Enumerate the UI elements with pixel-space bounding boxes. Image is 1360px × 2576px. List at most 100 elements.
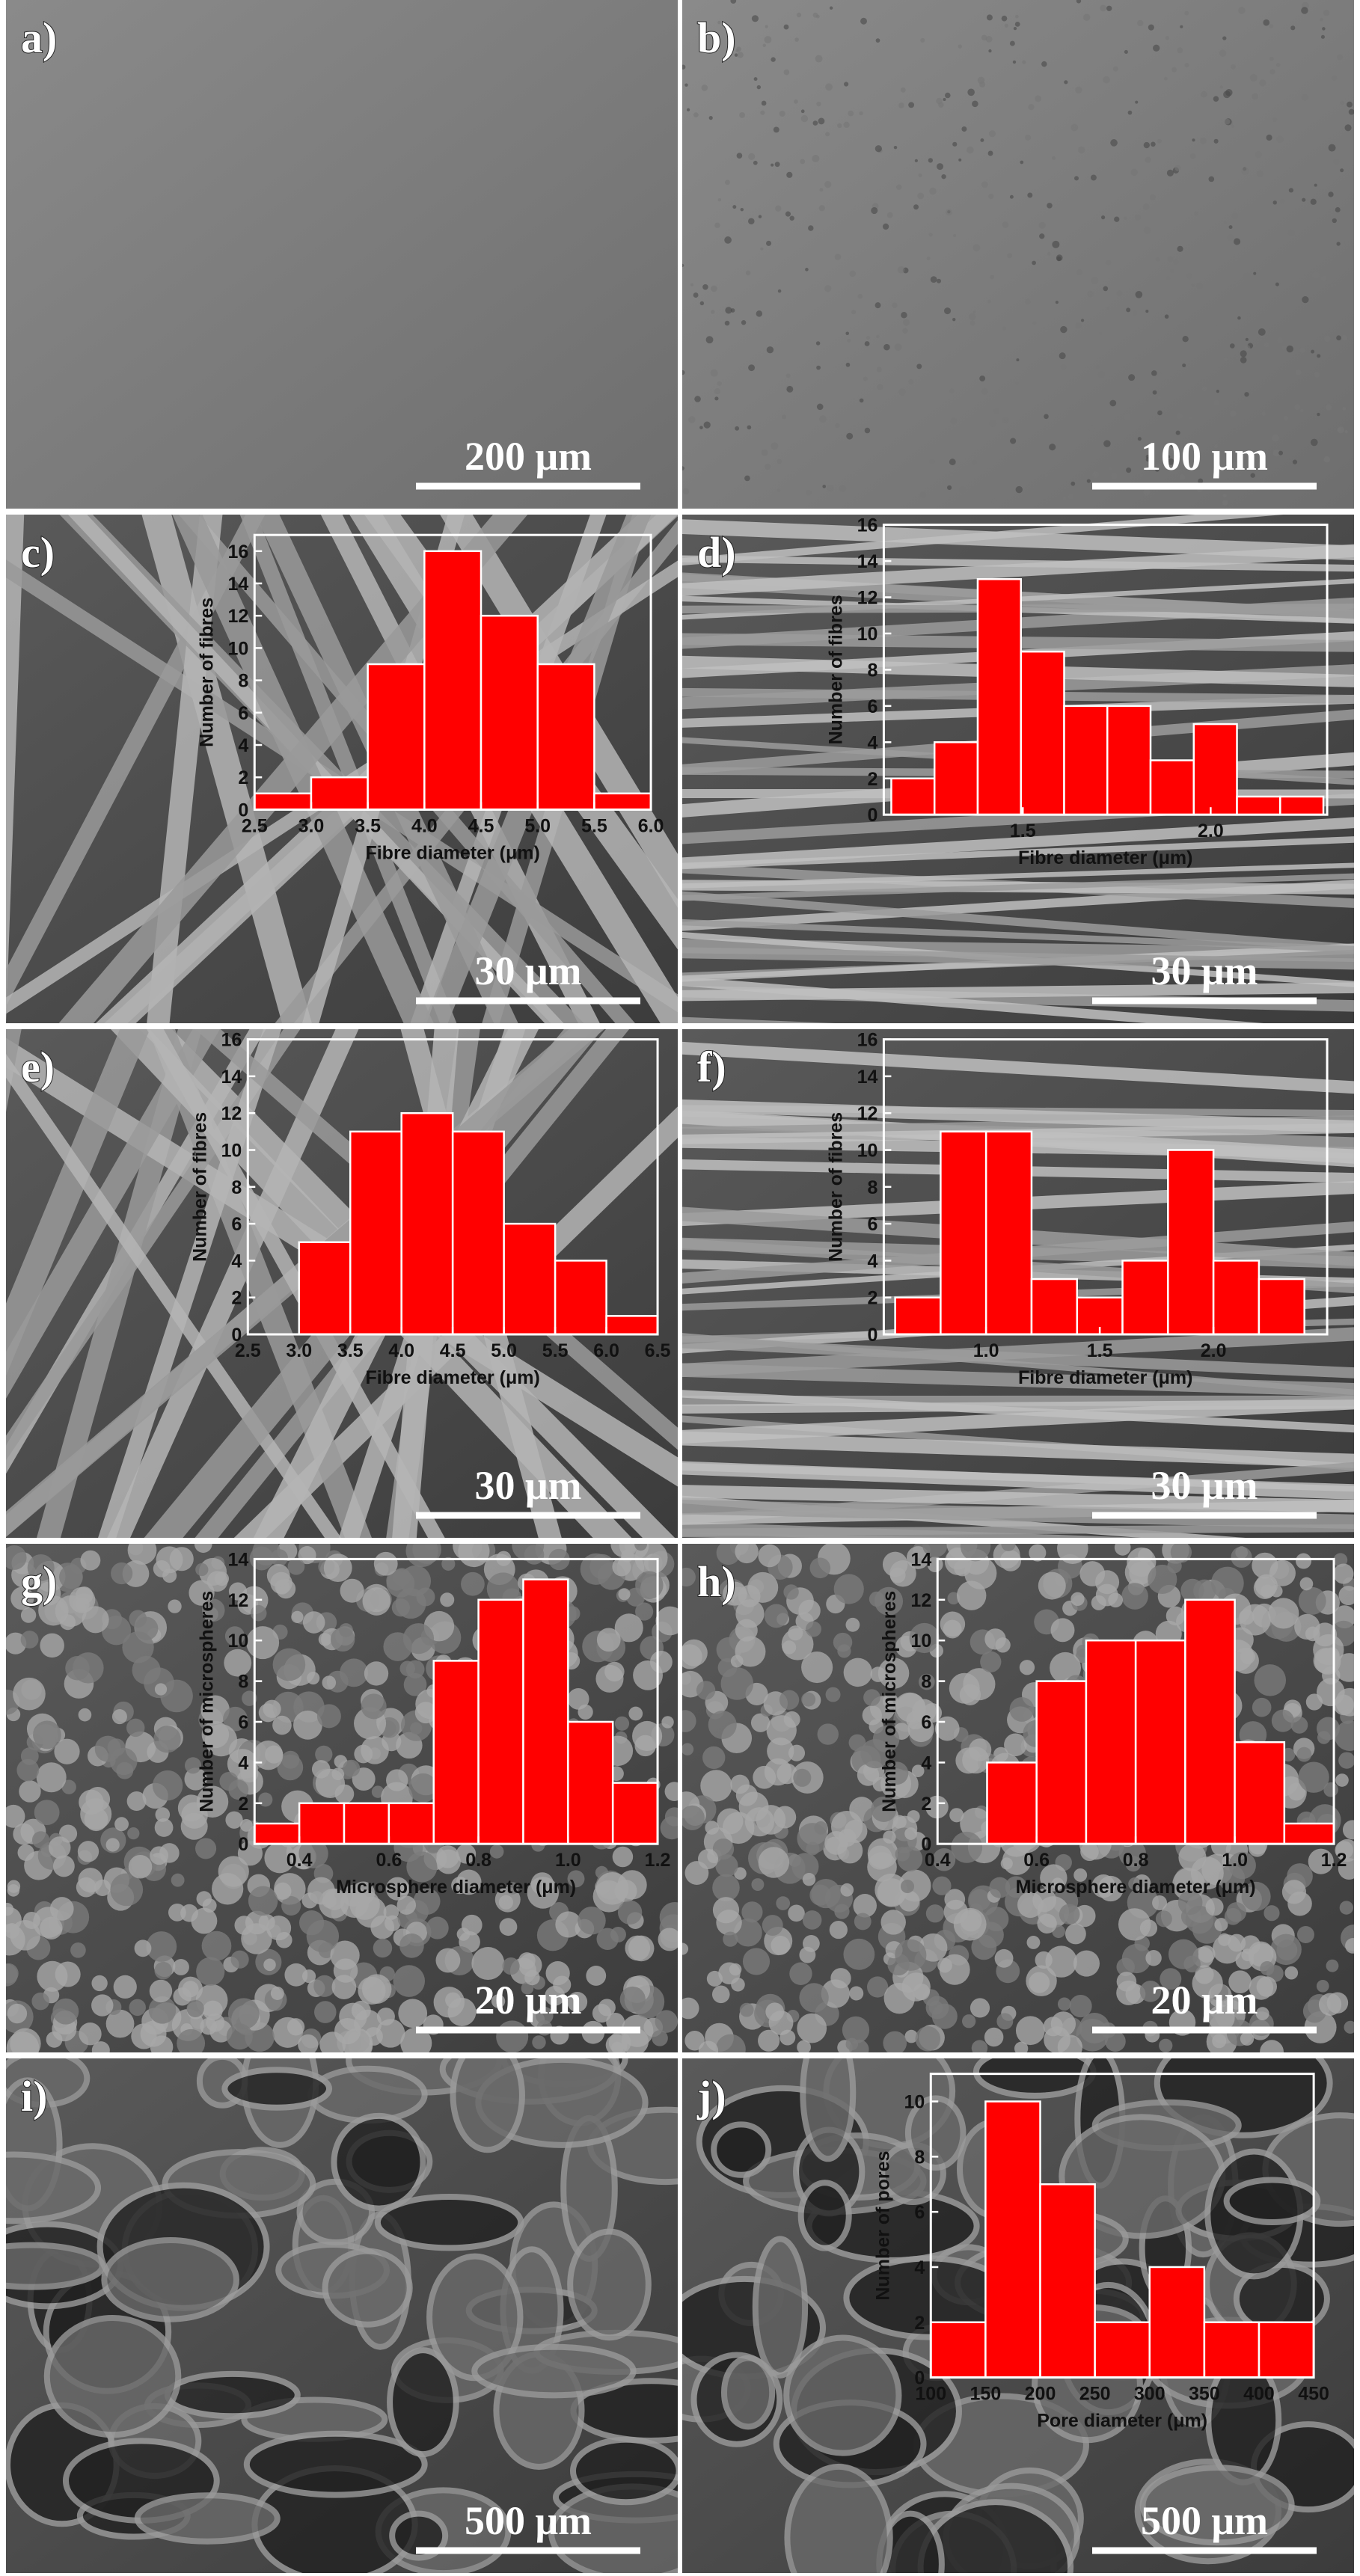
microsphere [10,1920,41,1951]
y-axis-label: Number of fibres [825,1112,846,1262]
microsphere [1287,1891,1312,1916]
microsphere [984,1907,1009,1932]
microsphere [272,1648,306,1681]
microsphere [756,1805,786,1835]
microsphere [1125,1856,1142,1872]
microsphere [524,1545,545,1565]
microsphere [399,1660,415,1676]
y-tick-label: 0 [921,1834,931,1855]
texture [1301,7,1308,14]
texture [1314,372,1320,378]
texture [762,43,766,47]
texture [1261,411,1266,416]
texture [777,459,782,464]
microsphere [527,1877,560,1909]
texture [929,187,937,195]
sem-image [6,515,678,1023]
texture [717,198,722,202]
bar [1035,1680,1088,1845]
microsphere [797,2013,827,2043]
microsphere [153,1560,171,1577]
microsphere [906,1546,930,1569]
texture [815,341,821,346]
microsphere [13,1823,35,1845]
texture [794,37,799,42]
texture [812,120,818,126]
bar [1063,705,1109,816]
texture [1180,25,1183,28]
texture [1124,49,1128,54]
sem-background [6,0,678,509]
texture [859,398,864,403]
x-tick-label: 1.0 [555,1850,581,1871]
microsphere [1070,1592,1085,1607]
microsphere [40,1633,64,1658]
microsphere [1037,1913,1057,1933]
texture [764,36,772,43]
microsphere [34,1800,60,1826]
texture [1009,194,1014,199]
microsphere [1019,1660,1035,1675]
bar [1030,1278,1078,1336]
microsphere [1148,1564,1177,1595]
texture [682,466,684,470]
texture [1175,430,1180,435]
microsphere [323,1554,352,1583]
texture [1015,485,1023,494]
texture [782,414,787,420]
microsphere [1015,2016,1045,2046]
microsphere [793,1768,812,1787]
microsphere [1214,1918,1228,1932]
microsphere [1313,1634,1344,1666]
texture [893,145,898,150]
microsphere [963,1668,996,1701]
texture [1337,427,1341,432]
scale-bar-label: 500 μm [465,2498,592,2543]
microsphere [1229,1995,1244,2010]
microsphere [91,1975,108,1992]
fibre [6,1053,342,1538]
microsphere [1335,1773,1349,1787]
microsphere [739,2002,754,2017]
microsphere [817,1723,839,1745]
x-tick-label: 5.5 [581,815,607,836]
microsphere [373,1551,398,1576]
texture [775,205,782,212]
fibre [682,817,1354,869]
microsphere [1271,1709,1294,1732]
texture [1213,96,1219,102]
texture [796,12,802,18]
texture [1311,349,1315,354]
texture [708,116,713,120]
texture [1014,21,1020,27]
fibre [682,1337,1354,1379]
x-tick-label: 200 [1025,2384,1056,2405]
microsphere [658,1928,678,1951]
y-tick-label: 14 [857,1067,878,1088]
bar [254,792,313,811]
bar [567,1720,614,1845]
microsphere [241,1923,272,1954]
texture [936,278,942,283]
microsphere [291,1610,304,1624]
y-tick-label: 14 [221,1067,242,1088]
microsphere [1139,1981,1162,2002]
pore [567,2228,652,2341]
texture [1336,335,1341,341]
texture [914,159,918,162]
texture [1234,238,1241,245]
microsphere [122,1631,154,1663]
microsphere [1079,1561,1106,1586]
texture [839,485,847,493]
microsphere [223,1706,248,1732]
texture [747,425,752,430]
microsphere [1121,1943,1151,1974]
y-tick-label: 6 [231,1214,242,1235]
texture [703,421,711,429]
microsphere [55,1961,81,1987]
microsphere [153,1726,181,1753]
microsphere [226,2023,253,2050]
x-tick-label: 1.2 [1321,1850,1347,1871]
microsphere [406,1851,438,1883]
texture [714,388,721,395]
